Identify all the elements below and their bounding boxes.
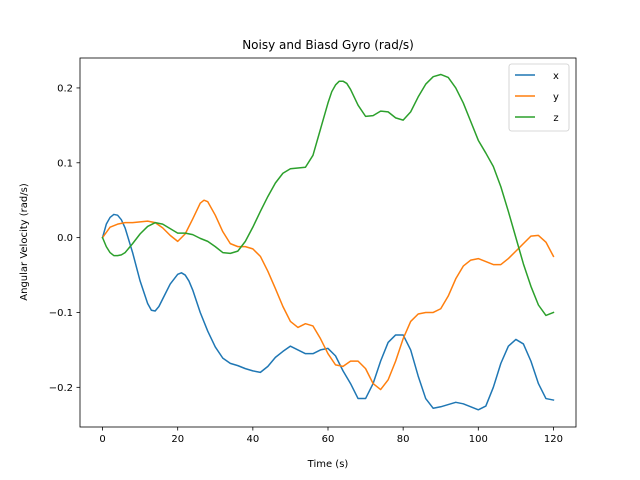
series-line-z — [101, 73, 555, 317]
x-tick-label: 20 — [171, 434, 184, 445]
x-tick-label: 100 — [469, 434, 488, 445]
plot-area — [101, 73, 555, 411]
legend-box — [508, 63, 570, 132]
x-tick-label: 0 — [99, 434, 105, 445]
series-line-y — [101, 199, 555, 391]
legend-label-y: y — [553, 92, 559, 103]
x-axis: 0 20 40 60 80 100 120 — [99, 427, 563, 445]
x-tick-label: 80 — [397, 434, 410, 445]
legend-label-x: x — [553, 71, 559, 82]
x-tick-label: 60 — [322, 434, 335, 445]
x-tick-label: 120 — [544, 434, 563, 445]
legend: xyz — [508, 63, 570, 132]
x-axis-label: Time (s) — [307, 459, 349, 470]
chart-title: Noisy and Biasd Gyro (rad/s) — [242, 38, 414, 52]
y-tick-label: −0.2 — [49, 383, 73, 394]
y-tick-label: −0.1 — [49, 308, 73, 319]
legend-label-z: z — [553, 113, 558, 124]
y-tick-label: 0.2 — [57, 83, 73, 94]
y-tick-label: 0.1 — [57, 158, 73, 169]
y-axis: −0.2 −0.1 0.0 0.1 0.2 — [49, 83, 80, 394]
series-line-x — [101, 213, 555, 411]
x-tick-label: 40 — [246, 434, 259, 445]
y-axis-label: Angular Velocity (rad/s) — [19, 183, 30, 301]
y-tick-label: 0.0 — [57, 233, 73, 244]
